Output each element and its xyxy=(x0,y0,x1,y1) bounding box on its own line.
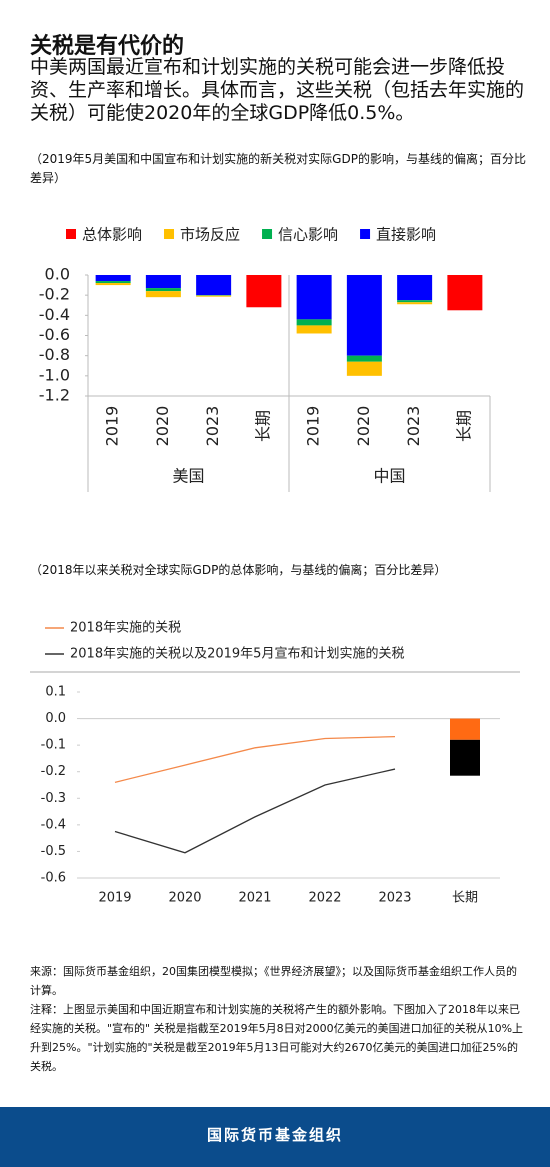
legend-swatch xyxy=(164,229,175,239)
chart: 2018年实施的关税 2018年实施的关税以及2019年5月宣布和计划实施的关税 0… xyxy=(30,620,520,906)
legend-label: 2018年实施的关税 xyxy=(70,620,181,636)
x-tick-label: 2020 xyxy=(168,891,201,906)
x-tick-label: 2020 xyxy=(153,406,172,447)
chart-subtitle: （2018年以来关税对全球实际GDP的总体影响，与基线的偏离；百分比差异） xyxy=(30,563,447,577)
y-tick-label: -0.5 xyxy=(41,844,66,859)
y-tick-label: -0.8 xyxy=(39,345,70,364)
legend-swatch xyxy=(262,229,273,239)
bar xyxy=(346,275,382,356)
source: 来源：国际货币基金组织，20国集团模型模拟；《世界经济展望》；以及国际货币基金组… xyxy=(30,965,517,997)
x-tick-label: 长期 xyxy=(452,891,478,906)
y-tick-label: 0.0 xyxy=(45,711,66,726)
title: 关税是有代价的 xyxy=(30,34,185,59)
x-tick-label: 2022 xyxy=(308,891,341,906)
bar xyxy=(397,300,433,303)
bar xyxy=(346,355,382,362)
chart: 总体影响 市场反应 信心影响 直接影响 0.0-0.2-0.4-0.6-0.8-1.0 -… xyxy=(39,226,491,492)
note: 注释：上图显示美国和中国近期宣布和计划实施的关税将产生的额外影响。下图加入了20… xyxy=(30,1003,524,1073)
bar xyxy=(196,295,232,296)
line xyxy=(114,735,396,783)
bar xyxy=(145,291,181,298)
bar xyxy=(296,319,332,326)
bar xyxy=(296,325,332,334)
legend-swatch xyxy=(66,229,76,239)
chart-subtitle: （2019年5月美国和中国宣布和计划实施的新关税对实际GDP的影响，与基线的偏离… xyxy=(30,152,526,185)
legend-label: 市场反应 xyxy=(180,226,240,244)
x-tick-label: 长期 xyxy=(454,410,473,442)
group-label: 中国 xyxy=(373,467,405,486)
bar xyxy=(95,283,131,286)
bar xyxy=(346,361,382,376)
legend-label: 信心影响 xyxy=(278,226,338,244)
line xyxy=(114,768,396,854)
y-tick-label: -0.2 xyxy=(41,764,66,779)
y-tick-label: -0.6 xyxy=(39,325,70,344)
x-tick-label: 2021 xyxy=(238,891,271,906)
y-tick-label: -0.3 xyxy=(41,791,66,806)
legend-swatch xyxy=(360,229,371,239)
bar xyxy=(196,275,232,296)
y-tick-label: -0.4 xyxy=(39,305,70,324)
lead: 中美两国最近宣布和计划实施的关税可能会进一步降低投资、生产率和增长。具体而言，这… xyxy=(30,56,525,124)
footer: 国际货币基金组织 xyxy=(206,1126,343,1144)
y-tick-label: -0.4 xyxy=(41,817,66,832)
bar xyxy=(447,275,483,311)
bar xyxy=(196,295,232,297)
y-tick-label: 0.0 xyxy=(45,265,70,284)
x-tick-label: 2019 xyxy=(103,406,122,447)
y-tick-label: -1.0 xyxy=(39,365,70,384)
x-tick-label: 2019 xyxy=(98,891,131,906)
legend-label: 总体影响 xyxy=(82,226,142,244)
x-tick-label: 2020 xyxy=(354,406,373,447)
legend-label: 2018年实施的关税以及2019年5月宣布和计划实施的关税 xyxy=(70,646,404,662)
x-tick-label: 长期 xyxy=(253,410,272,442)
bar xyxy=(397,275,433,301)
bar xyxy=(246,275,282,308)
bar xyxy=(95,275,131,282)
x-tick-label: 2019 xyxy=(304,406,323,447)
bar xyxy=(145,275,181,289)
y-tick-label: -0.1 xyxy=(41,738,66,753)
group-label: 美国 xyxy=(172,467,204,486)
x-tick-label: 2023 xyxy=(378,891,411,906)
x-tick-label: 2023 xyxy=(203,406,222,447)
y-tick-label: -0.2 xyxy=(39,285,70,304)
y-tick-label: -0.6 xyxy=(41,871,66,886)
y-tick-label: 0.1 xyxy=(45,685,66,700)
bar xyxy=(450,718,480,740)
legend-label: 直接影响 xyxy=(376,226,436,244)
bar xyxy=(450,739,480,776)
bar xyxy=(145,288,181,292)
x-tick-label: 2023 xyxy=(404,406,423,447)
bar xyxy=(95,281,131,284)
bar xyxy=(397,302,433,305)
y-tick-label: -1.2 xyxy=(39,386,70,405)
bar xyxy=(296,275,332,320)
footer-bar: 国际货币基金组织 xyxy=(0,1107,550,1167)
